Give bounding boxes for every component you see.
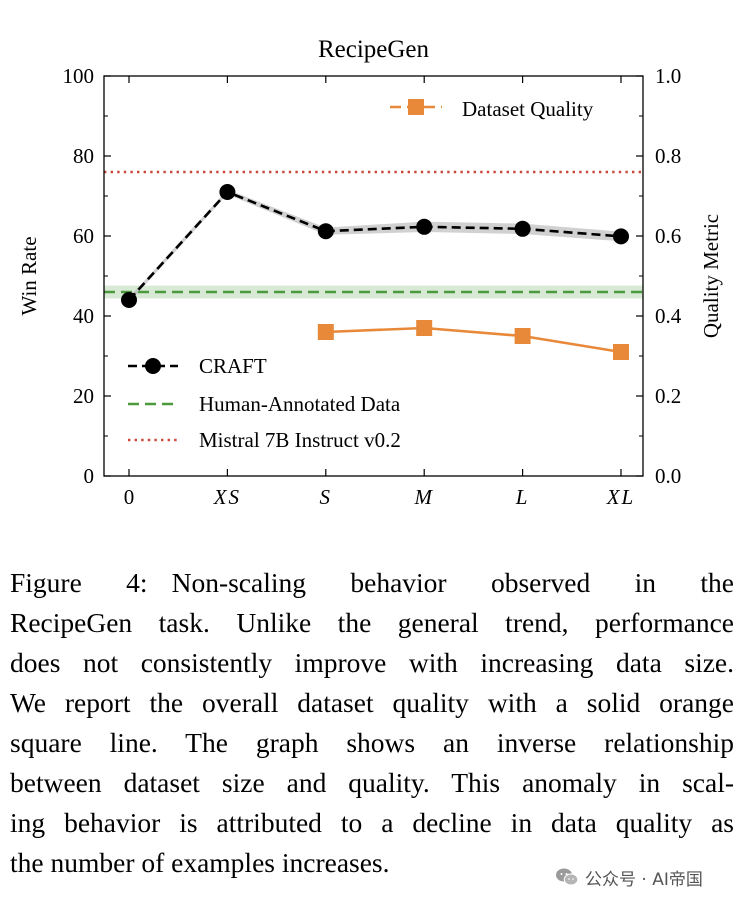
caption-line: ing behavior is attributed to a decline …	[10, 807, 734, 838]
y-right-axis-label: Quality Metric	[699, 214, 723, 338]
craft-band	[129, 189, 621, 303]
caption-line: square line. The graph shows an inverse …	[10, 727, 734, 758]
caption-line: Figure 4: Non-scaling behavior observed i…	[10, 563, 734, 603]
x-tick-label: M	[413, 485, 434, 509]
x-tick-label: XS	[213, 485, 241, 509]
x-tick-label: 0	[124, 485, 135, 509]
legend-craft-marker	[145, 358, 161, 374]
legend-label: Mistral 7B Instruct v0.2	[199, 428, 401, 452]
x-tick-label: L	[515, 485, 530, 509]
y-tick-label: 0	[84, 464, 95, 488]
x-tick-label: S	[320, 485, 333, 509]
plot-frame	[103, 75, 644, 477]
craft-point	[514, 220, 531, 237]
y-right-tick-label: 1.0	[655, 64, 681, 88]
caption-line: does not consistently improve with incre…	[10, 647, 734, 678]
craft-point	[219, 184, 236, 200]
y-tick-label: 20	[73, 384, 94, 408]
x-tick-label: XL	[606, 485, 636, 509]
y-tick-label: 80	[73, 144, 94, 168]
quality-point	[613, 344, 629, 360]
caption-line: We report the overall dataset quality wi…	[10, 687, 734, 718]
legend-quality-label: Dataset Quality	[462, 97, 594, 121]
craft-point	[317, 223, 334, 240]
y-right-tick-label: 0.0	[655, 464, 681, 488]
quality-line	[325, 326, 622, 354]
craft-point	[416, 218, 433, 235]
y-axis-label: Win Rate	[17, 236, 41, 315]
figure-caption: Figure 4: Non-scaling behavior observed i…	[10, 563, 734, 883]
craft-point	[121, 292, 137, 308]
legend-label: Human-Annotated Data	[199, 392, 401, 416]
y-right-tick-label: 0.2	[655, 384, 681, 408]
caption-line: the number of examples increases.	[10, 847, 390, 878]
y-tick-label: 100	[63, 64, 95, 88]
quality-point	[416, 320, 433, 336]
y-tick-label: 40	[73, 304, 94, 328]
y-right-tick-label: 0.4	[655, 304, 682, 328]
legend-quality-marker	[408, 99, 424, 115]
reference-band	[104, 285, 643, 299]
y-right-tick-label: 0.6	[655, 224, 681, 248]
caption-label: Figure 4:	[10, 567, 148, 598]
craft-point	[613, 228, 629, 245]
wechat-icon	[556, 868, 579, 886]
chart-title: RecipeGen	[318, 36, 430, 63]
quality-point	[317, 324, 334, 340]
watermark: 公众号 · AI帝国	[555, 866, 703, 890]
watermark-text: 公众号 · AI帝国	[585, 869, 703, 890]
caption-line: between dataset size and quality. This a…	[10, 767, 734, 798]
quality-point	[514, 328, 531, 344]
y-right-tick-label: 0.8	[655, 144, 681, 168]
y-tick-label: 60	[73, 224, 94, 248]
legend-label: CRAFT	[199, 354, 267, 378]
caption-text: Non-scaling behavior observed in the	[171, 567, 734, 598]
caption-line: RecipeGen task. Unlike the general trend…	[10, 607, 734, 638]
craft-line	[128, 190, 622, 301]
chart: RecipeGen 0 20 40 60 80 100 0.0 0.2 0.4 0.6 0.8 1.0 0…	[17, 36, 723, 509]
